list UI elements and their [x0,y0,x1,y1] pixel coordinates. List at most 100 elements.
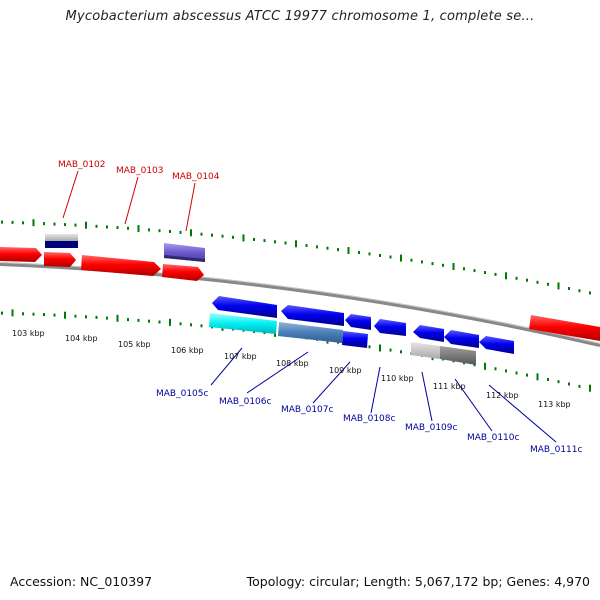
minor-tick [368,345,371,349]
gene-label-MAB_0104[interactable]: MAB_0104 [172,172,220,182]
gene-label-MAB_0106c[interactable]: MAB_0106c [219,397,272,407]
gene-arrow-MAB_0111c[interactable] [479,336,514,354]
minor-tick [32,312,35,316]
gene-label-MAB_0109c[interactable]: MAB_0109c [405,423,458,433]
minor-tick [494,367,497,371]
minor-tick [515,276,518,280]
gene-arrow-MAB_0110c[interactable] [444,330,479,348]
gene-label-MAB_0105c[interactable]: MAB_0105c [156,389,209,399]
minor-tick [43,222,45,226]
minor-tick [326,246,329,250]
minor-tick [116,226,119,230]
leader-line-MAB_0102 [62,170,79,219]
minus-strand-genes [209,296,514,365]
minor-tick [337,248,339,252]
gene-arrow-plus[interactable] [162,264,204,281]
major-tick [32,219,35,227]
leader-line-MAB_0104 [185,182,196,232]
gene-box-MAB_0109c-light[interactable] [411,342,440,359]
leader-line-MAB_0108c [370,366,381,414]
gene-arrow-plus[interactable] [44,252,76,267]
gene-label-MAB_0103[interactable]: MAB_0103 [116,166,164,176]
minor-tick [64,223,66,227]
kbp-labels: 103 kbp 104 kbp 105 kbp 106 kbp 107 kbp … [12,329,571,409]
minor-tick [442,263,444,267]
gene-box-MAB_0106c-steel[interactable] [278,322,343,343]
gene-arrow-MAB_0105c[interactable] [212,296,277,318]
gene-arrow-MAB_0107c[interactable] [345,314,371,330]
gene-label-MAB_0107c[interactable]: MAB_0107c [281,405,334,415]
gene-arrow-MAB_0103[interactable] [81,255,161,276]
minor-tick [53,222,56,226]
minor-tick [578,289,581,293]
major-tick [452,263,455,270]
major-tick [589,384,591,392]
minor-tick [179,322,182,326]
gene-box-MAB_0105c-cyan[interactable] [209,313,277,334]
major-tick [190,229,192,237]
major-tick [137,225,140,233]
minor-tick [368,252,371,256]
major-tick [347,247,350,254]
minor-tick [158,229,161,233]
minor-tick [578,384,581,388]
minor-tick [473,363,476,367]
gene-box-MAB_0102-part[interactable] [45,241,78,248]
minor-tick [568,382,570,386]
kbp-label: 112 kbp [486,391,519,400]
major-tick [11,309,14,317]
minor-tick [505,369,507,373]
major-tick [557,282,560,290]
minor-tick [274,240,276,244]
kbp-label: 104 kbp [65,334,98,343]
major-tick [116,314,119,322]
leader-line-MAB_0103 [124,176,139,225]
minor-tick [253,238,255,241]
minor-tick [484,271,486,274]
plus-strand-genes [0,234,600,341]
kbp-label: 105 kbp [118,340,151,349]
gene-arrow-MAB_0108c[interactable] [374,319,406,336]
gene-arrow-plus-right[interactable] [529,315,600,341]
gene-label-MAB_0111c[interactable]: MAB_0111c [530,445,583,455]
minor-tick [106,225,108,229]
minor-tick [158,320,161,324]
minor-tick [211,233,213,237]
gene-box-MAB_0107c[interactable] [342,331,368,348]
gene-arrow-MAB_0109c[interactable] [413,325,444,342]
minor-tick [53,313,56,317]
leader-line-MAB_0110c [454,378,493,432]
gene-box-MAB_0104-edge [164,255,205,262]
gene-label-MAB_0102[interactable]: MAB_0102 [58,160,106,170]
kbp-label: 107 kbp [224,352,257,361]
gene-label-MAB_0108c[interactable]: MAB_0108c [343,414,396,424]
minor-tick [106,316,108,320]
major-tick [242,234,245,242]
minor-tick [515,371,518,375]
kbp-label: 113 kbp [538,400,571,409]
minor-tick [148,319,150,323]
minor-tick [421,260,423,264]
gene-arrow-plus[interactable] [0,247,42,262]
kbp-label: 109 kbp [329,366,362,375]
gene-box-MAB_0110c-dark[interactable] [440,346,476,365]
gene-arrow-MAB_0106c[interactable] [281,305,344,326]
minor-tick [526,373,528,377]
minor-tick [148,228,150,232]
accession-text: Accession: NC_010397 [10,574,153,589]
minor-tick [11,220,14,224]
kbp-label: 110 kbp [381,374,414,383]
minor-tick [358,251,360,254]
minor-tick [22,221,24,225]
plus-gene-labels: MAB_0102 MAB_0103 MAB_0104 [58,160,220,232]
gene-label-MAB_0110c[interactable]: MAB_0110c [467,433,520,443]
major-tick [505,272,507,280]
gene-box-MAB_0102[interactable] [45,234,78,241]
minor-tick [536,280,539,284]
minor-tick [1,311,3,315]
major-tick [64,311,66,319]
minor-tick [463,267,465,271]
leader-line-MAB_0111c [488,384,557,443]
minor-tick [389,255,392,259]
